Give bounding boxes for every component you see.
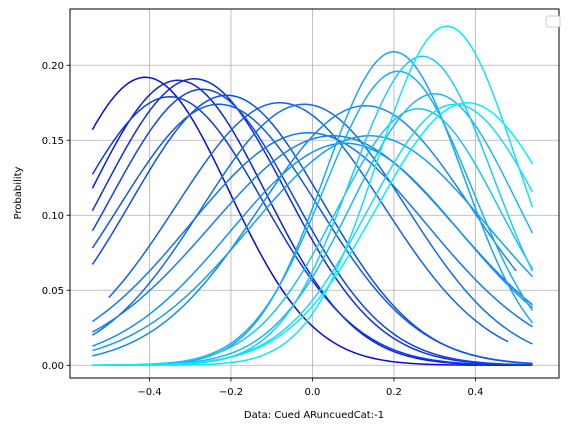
series-line [91, 76, 533, 366]
series-line [91, 88, 533, 366]
x-axis: −0.4 −0.2 0.0 0.2 0.4 [137, 378, 483, 398]
series-line [92, 135, 534, 352]
series-line [92, 107, 534, 366]
x-tick-label: 0.0 [305, 387, 321, 398]
series-line [91, 95, 533, 366]
series-line [92, 105, 517, 357]
y-tick-label: 0.10 [42, 211, 64, 222]
plot-frame [69, 8, 560, 379]
y-axis: 0.00 0.05 0.10 0.15 0.20 [42, 61, 70, 372]
y-tick-label: 0.00 [42, 361, 64, 372]
x-tick-label: −0.2 [219, 387, 243, 398]
y-tick-label: 0.05 [42, 286, 64, 297]
series-line [92, 25, 534, 366]
series-line [92, 103, 533, 345]
series-line [92, 102, 534, 366]
x-tick-label: −0.4 [137, 387, 161, 398]
series-line [91, 131, 533, 328]
y-tick-label: 0.20 [42, 61, 64, 72]
series-line [108, 102, 509, 343]
y-tick-label: 0.15 [42, 136, 64, 147]
series-line [92, 142, 533, 347]
x-axis-label: Data: Cued ARuncuedCat:-1 [244, 410, 384, 421]
series-line [91, 103, 533, 365]
legend-box [545, 15, 561, 28]
y-axis-label: Probability [13, 166, 24, 219]
x-tick-label: 0.4 [468, 387, 484, 398]
series-group [91, 25, 534, 366]
series-line [91, 78, 533, 366]
x-tick-label: 0.2 [386, 387, 402, 398]
